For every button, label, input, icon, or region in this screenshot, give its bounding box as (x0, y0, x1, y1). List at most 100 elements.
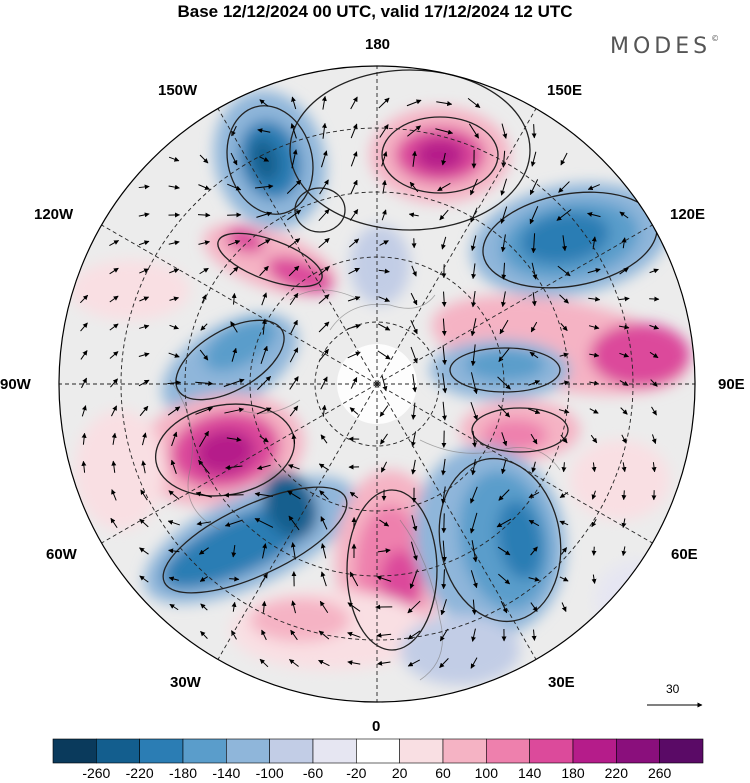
wind-vector (619, 380, 629, 386)
coastline (169, 379, 221, 531)
height-contour (162, 486, 348, 594)
wind-vector (649, 351, 659, 359)
colorbar-cell (52, 738, 97, 764)
coastline (399, 519, 443, 681)
wind-vector (200, 631, 208, 639)
wind-vector (81, 377, 87, 389)
wind-vector (168, 156, 180, 162)
colorbar-tick-label: 100 (474, 765, 499, 781)
wind-vector (81, 432, 87, 445)
wind-vector (139, 296, 150, 302)
wind-vector (171, 431, 178, 447)
wind-vector (501, 262, 507, 280)
wind-vector (260, 345, 268, 364)
wind-vector (410, 320, 418, 335)
wind-vector (140, 489, 148, 501)
anomaly-blob (465, 349, 545, 381)
colorbar-cell (529, 738, 574, 764)
wind-vector (168, 548, 180, 554)
wind-vector (347, 323, 361, 330)
wind-vector (261, 629, 267, 641)
wind-vector (588, 296, 601, 302)
wind-vector (226, 436, 242, 442)
anomaly-blob (415, 139, 465, 171)
wind-vector (560, 434, 568, 444)
coastline (239, 399, 301, 414)
brand-name: MODES (610, 34, 712, 59)
wind-vector (231, 347, 238, 362)
wind-vector (169, 603, 179, 611)
wind-vector (254, 184, 274, 189)
wind-vector (471, 540, 478, 563)
wind-vector (318, 659, 330, 667)
wind-vector (227, 183, 242, 191)
wind-vector (621, 237, 627, 249)
wind-vector (530, 151, 537, 167)
wind-vector (350, 123, 358, 139)
map-boundary (58, 65, 696, 703)
wind-vector (621, 546, 627, 557)
wind-vector (408, 212, 419, 218)
wind-vector (347, 660, 361, 666)
colorbar-cell (399, 738, 444, 764)
colorbar-cell (139, 738, 184, 764)
wind-vector (561, 602, 567, 612)
wind-vector (470, 401, 478, 421)
wind-vector (381, 209, 387, 221)
wind-vector (229, 576, 240, 582)
colorbar-tick-label: -140 (212, 765, 241, 781)
wind-vector (591, 519, 597, 528)
wind-vector (290, 319, 298, 334)
colorbar-tick-label: 140 (517, 765, 542, 781)
height-contour (175, 319, 285, 401)
colorbar-cell (616, 738, 660, 764)
wind-vector (318, 294, 330, 304)
wind-vector (261, 600, 267, 613)
wind-vector (141, 460, 147, 474)
wind-vector (496, 518, 512, 528)
wind-vector (289, 292, 299, 306)
wind-vector (290, 629, 298, 641)
wind-vector (528, 576, 540, 582)
wind-vector (348, 238, 360, 248)
colorbar-tick-label: 260 (647, 765, 672, 781)
wind-vector (256, 211, 273, 218)
anomaly-blob (570, 440, 670, 520)
wind-vector (500, 291, 506, 308)
wind-vector (437, 182, 451, 192)
wind-vector (620, 407, 628, 415)
wind-vector (167, 380, 182, 386)
wind-vector (257, 376, 271, 390)
colorbar-cell (312, 738, 357, 764)
wind-vector (378, 97, 390, 109)
wind-vector (169, 268, 180, 274)
wind-vector (81, 460, 87, 473)
meridian-line (376, 108, 537, 385)
colorbar-tick-label: -180 (168, 765, 198, 781)
lon-label-90w: 90W (0, 376, 31, 393)
wind-vector (318, 630, 330, 640)
wind-vector (261, 292, 268, 306)
wind-vector (318, 321, 330, 333)
wind-vector (199, 154, 209, 164)
wind-vector (470, 459, 476, 476)
wind-vector (587, 212, 601, 218)
wind-vector (350, 96, 358, 110)
wind-vector (320, 376, 328, 390)
wind-vector (498, 573, 511, 585)
wind-vector (262, 543, 268, 559)
wind-vector (291, 149, 298, 169)
wind-vector (470, 657, 478, 669)
wind-vector (381, 151, 388, 167)
colorbar-cell (572, 738, 617, 764)
wind-vector (561, 235, 567, 252)
wind-vector (497, 376, 511, 390)
wind-vector (256, 407, 272, 415)
colorbar-cell (226, 738, 270, 764)
anomaly-blob (400, 615, 520, 685)
wind-vector (470, 235, 477, 251)
wind-vector (619, 352, 630, 358)
wind-vector (224, 407, 245, 414)
wind-vector (528, 380, 541, 386)
